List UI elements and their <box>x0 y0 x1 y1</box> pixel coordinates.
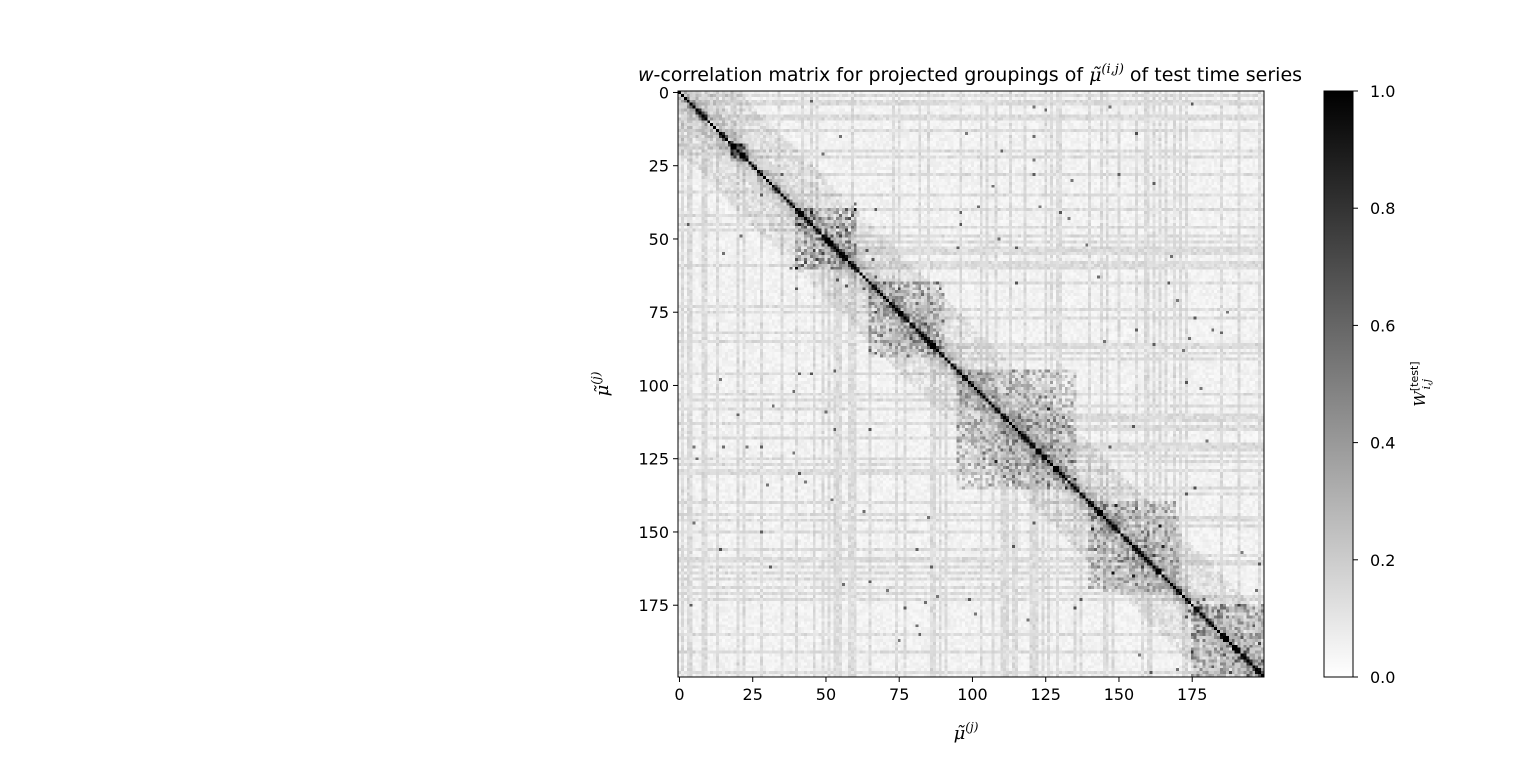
x-tick-label: 175 <box>1177 685 1208 704</box>
x-axis: 0 25 50 75 100 125 150 175 <box>674 677 1207 704</box>
y-tick-label: 125 <box>638 450 669 469</box>
colorbar-tick-label: 1.0 <box>1370 82 1395 101</box>
colorbar-tick-label: 0.8 <box>1370 199 1395 218</box>
y-axis-label: μ̃(j) <box>589 371 613 396</box>
x-tick-label: 0 <box>674 685 684 704</box>
colorbar-tick-label: 0.6 <box>1370 316 1395 335</box>
colorbar: 0.0 0.2 0.4 0.6 0.8 1.0 W[test]i,j <box>1323 82 1433 687</box>
colorbar-tick-label: 0.4 <box>1370 434 1395 453</box>
x-tick-label: 50 <box>816 685 836 704</box>
x-tick-label: 25 <box>743 685 763 704</box>
y-tick-label: 175 <box>638 596 669 615</box>
y-tick-label: 75 <box>649 303 669 322</box>
colorbar-gradient <box>1323 90 1354 678</box>
colorbar-tick-label: 0.0 <box>1370 668 1395 687</box>
y-tick-label: 50 <box>649 230 669 249</box>
heatmap-area <box>677 90 1265 678</box>
y-axis: 0 25 50 75 100 125 150 175 <box>638 83 678 615</box>
y-tick-label: 0 <box>659 83 669 102</box>
y-tick-label: 25 <box>649 157 669 176</box>
heatmap-frame <box>677 90 1265 678</box>
x-tick-label: 125 <box>1030 685 1061 704</box>
y-tick-label: 100 <box>638 376 669 395</box>
y-tick-label: 150 <box>638 523 669 542</box>
x-tick-label: 150 <box>1104 685 1135 704</box>
colorbar-tick-label: 0.2 <box>1370 551 1395 570</box>
x-tick-label: 100 <box>957 685 988 704</box>
colorbar-label: W[test]i,j <box>1408 361 1433 406</box>
x-tick-label: 75 <box>889 685 909 704</box>
x-axis-label: μ̃(j) <box>954 720 979 744</box>
heatmap-matrix <box>678 91 1264 677</box>
chart-title: w-correlation matrix for projected group… <box>638 62 1302 86</box>
colorbar-ticks: 0.0 0.2 0.4 0.6 0.8 1.0 <box>1353 82 1395 687</box>
